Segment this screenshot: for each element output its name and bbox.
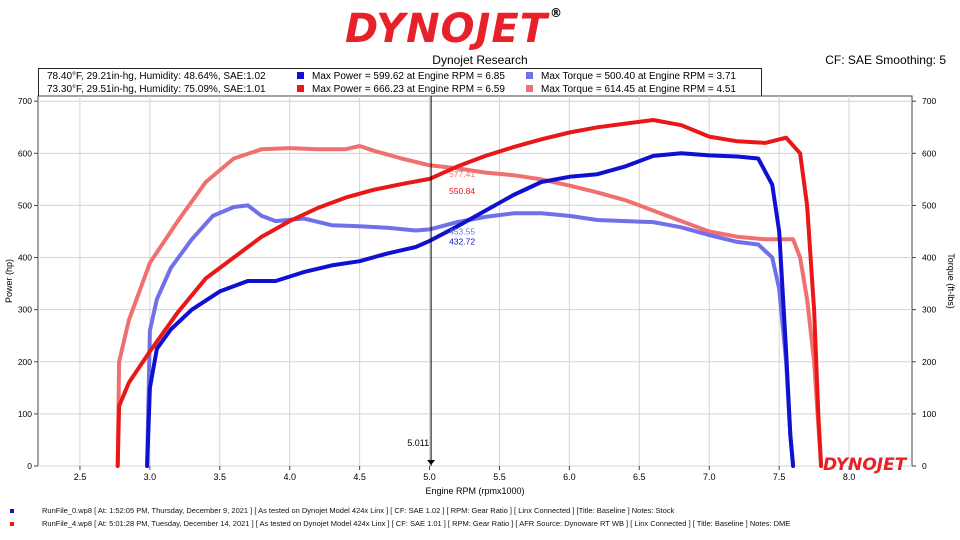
legend-swatch xyxy=(526,85,533,92)
legend-box: 78.40°F, 29.21in-hg, Humidity: 48.64%, S… xyxy=(38,68,762,98)
run-file-info: RunFile_4.wp8 [ At: 5:01:28 PM, Tuesday,… xyxy=(42,519,791,528)
x-tick-label: 5.0 xyxy=(423,472,436,482)
y-tick-label-right: 700 xyxy=(922,96,936,106)
legend-entry-torque: Max Torque = 500.40 at Engine RPM = 3.71 xyxy=(526,70,736,83)
run-color-marker xyxy=(10,509,14,513)
x-tick-label: 3.5 xyxy=(214,472,227,482)
legend-label: Max Torque = 614.45 at Engine RPM = 4.51 xyxy=(541,84,736,95)
plot-area xyxy=(37,95,913,467)
legend-conditions: 73.30°F, 29.51in-hg, Humidity: 75.09%, S… xyxy=(47,84,266,95)
dyno-chart: 2.5 3.0 3.5 4.0 4.5 5.0 5.5 6.0 6.5 7.0 7.5 8.0 0 0 10… xyxy=(4,95,956,496)
series-line-torque-3 xyxy=(115,144,824,468)
x-tick-label: 8.0 xyxy=(843,472,856,482)
x-tick-label: 4.5 xyxy=(353,472,366,482)
legend-row-run-4: 73.30°F, 29.51in-hg, Humidity: 75.09%, S… xyxy=(39,83,761,96)
y-tick-label-left: 400 xyxy=(18,253,32,263)
logo-registered-mark: ® xyxy=(550,6,564,20)
y-tick-label-left: 500 xyxy=(18,200,32,210)
legend-row-run-0: 78.40°F, 29.21in-hg, Humidity: 48.64%, S… xyxy=(39,70,761,83)
run-color-marker xyxy=(10,522,14,526)
y-tick-label-left: 0 xyxy=(27,461,32,471)
y-tick-label-right: 200 xyxy=(922,357,936,367)
legend-entry-power: Max Power = 599.62 at Engine RPM = 6.85 xyxy=(297,70,505,83)
y-tick-label-right: 100 xyxy=(922,409,936,419)
axes: 2.5 3.0 3.5 4.0 4.5 5.0 5.5 6.0 6.5 7.0 7.5 8.0 0 0 10… xyxy=(4,96,956,496)
chart-title: Dynojet Research xyxy=(432,53,528,67)
legend-swatch xyxy=(297,85,304,92)
correction-factor-label: CF: SAE Smoothing: 5 xyxy=(825,53,946,67)
y-tick-label-left: 100 xyxy=(18,409,32,419)
y-tick-label-left: 700 xyxy=(18,96,32,106)
series-lines xyxy=(115,118,824,468)
legend-entry-power: Max Power = 666.23 at Engine RPM = 6.59 xyxy=(297,83,505,96)
x-tick-label: 5.5 xyxy=(493,472,506,482)
legend-label: Max Power = 666.23 at Engine RPM = 6.59 xyxy=(312,84,505,95)
cursor-readout: 550.84 xyxy=(449,186,475,196)
x-axis-label: Engine RPM (rpmx1000) xyxy=(425,486,524,496)
legend-conditions: 78.40°F, 29.21in-hg, Humidity: 48.64%, S… xyxy=(47,71,266,82)
y-tick-label-right: 400 xyxy=(922,253,936,263)
x-tick-label: 2.5 xyxy=(74,472,87,482)
cursor-readout: 577.41 xyxy=(449,169,475,179)
y-tick-label-right: 500 xyxy=(922,200,936,210)
cursor-readout: 432.72 xyxy=(449,236,475,246)
grid xyxy=(37,95,913,467)
y-tick-label-left: 300 xyxy=(18,305,32,315)
logo-text: DYNOJET xyxy=(345,6,549,52)
dynojet-watermark: DYNOJET xyxy=(823,455,908,475)
legend-label: Max Power = 599.62 at Engine RPM = 6.85 xyxy=(312,71,505,82)
series-line-torque-2 xyxy=(145,203,796,468)
y-axis-label-right: Torque (ft-lbs) xyxy=(946,253,956,309)
x-tick-label: 6.0 xyxy=(563,472,576,482)
legend-label: Max Torque = 500.40 at Engine RPM = 3.71 xyxy=(541,71,736,82)
y-tick-label-right: 300 xyxy=(922,305,936,315)
dynojet-logo: DYNOJET ® xyxy=(345,6,563,52)
y-tick-label-right: 0 xyxy=(922,461,927,471)
y-axis-label-left: Power (hp) xyxy=(4,259,14,303)
x-tick-label: 3.0 xyxy=(144,472,157,482)
y-tick-label-right: 600 xyxy=(922,148,936,158)
x-tick-label: 7.0 xyxy=(703,472,716,482)
legend-swatch xyxy=(297,72,304,79)
series-line-power-0 xyxy=(145,151,796,468)
legend-swatch xyxy=(526,72,533,79)
x-tick-label: 4.0 xyxy=(283,472,296,482)
cursor-rpm-label: 5.011 xyxy=(407,438,429,448)
run-file-info: RunFile_0.wp8 [ At: 1:52:05 PM, Thursday… xyxy=(42,506,675,515)
x-tick-label: 7.5 xyxy=(773,472,786,482)
cursor-marker-icon xyxy=(427,460,436,465)
y-tick-label-left: 200 xyxy=(18,357,32,367)
cursor-readout: 453.55 xyxy=(449,227,475,237)
legend-entry-torque: Max Torque = 614.45 at Engine RPM = 4.51 xyxy=(526,83,736,96)
y-tick-label-left: 600 xyxy=(18,148,32,158)
x-tick-label: 6.5 xyxy=(633,472,646,482)
series-line-power-1 xyxy=(115,118,824,468)
